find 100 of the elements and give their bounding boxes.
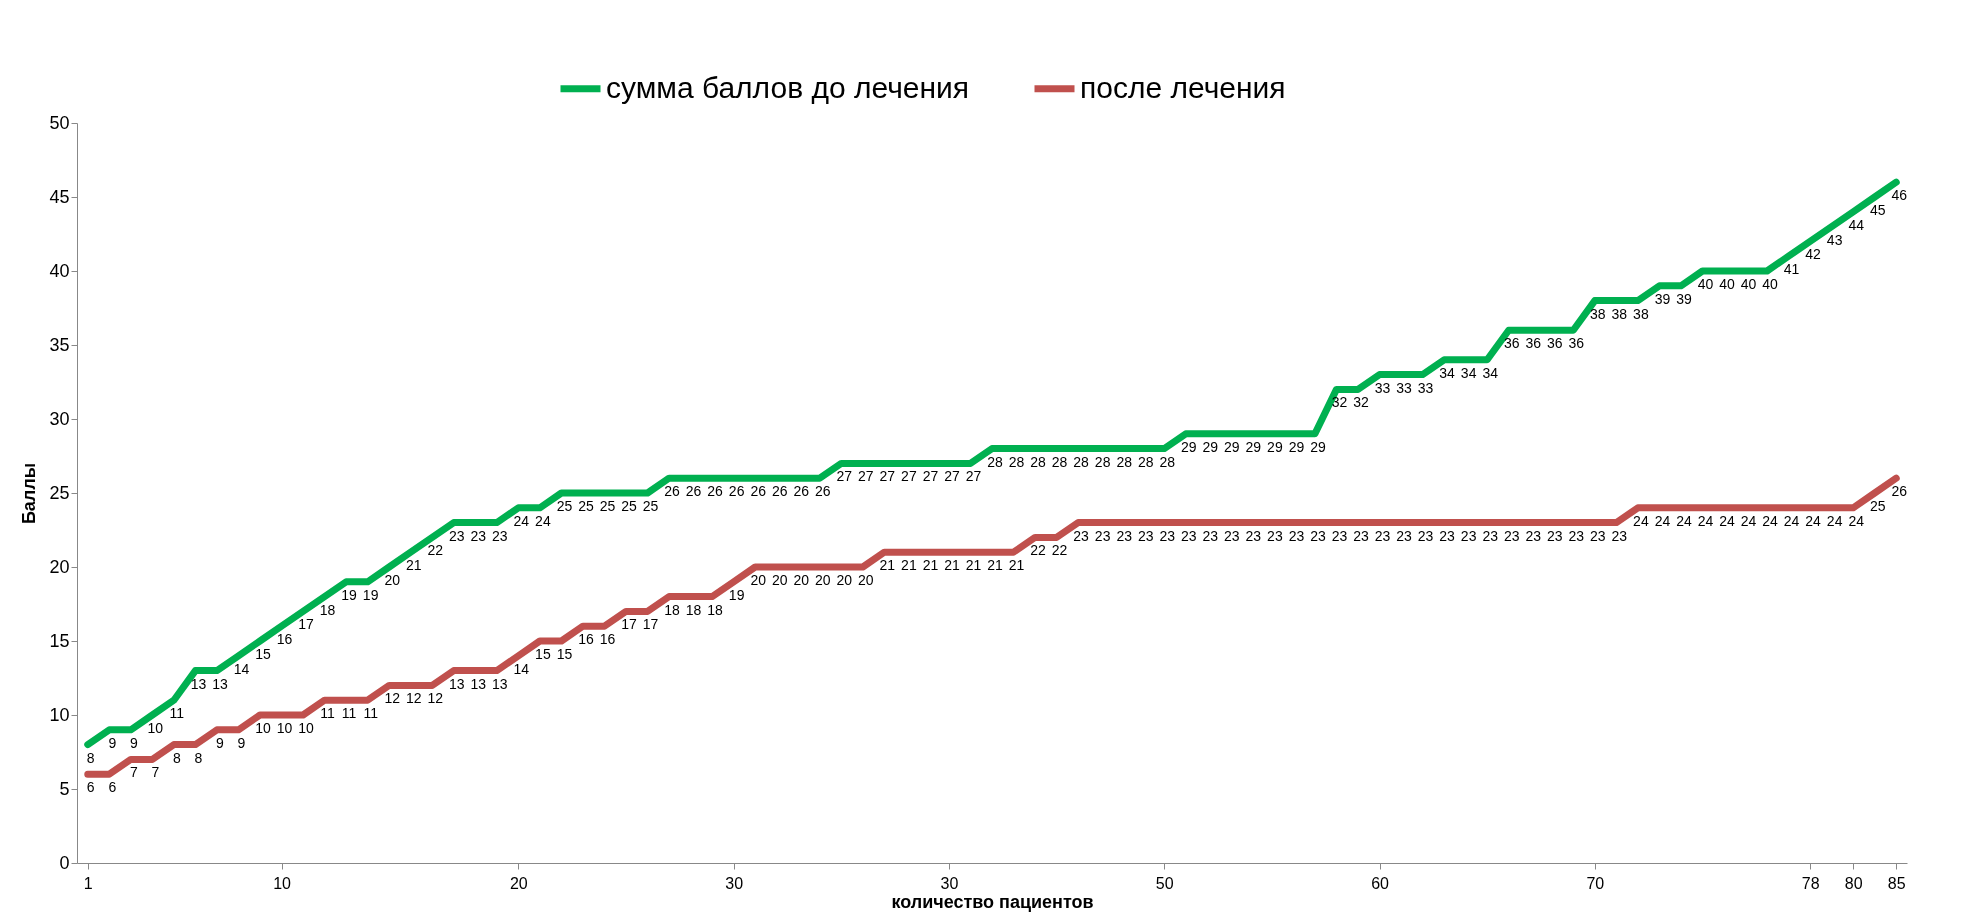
data-label: 24 — [1633, 512, 1649, 529]
data-label: 23 — [1073, 527, 1090, 544]
data-label: 13 — [190, 675, 207, 692]
data-label: 23 — [1611, 527, 1628, 544]
data-label: 18 — [319, 601, 336, 618]
data-label: 27 — [901, 468, 917, 485]
data-label: 29 — [1202, 438, 1219, 455]
data-label: 20 — [793, 572, 810, 588]
data-label: 28 — [1008, 453, 1025, 470]
data-label: 24 — [513, 512, 530, 529]
data-label: 36 — [1546, 335, 1563, 352]
data-label: 10 — [276, 720, 293, 736]
data-label: 24 — [1762, 512, 1779, 529]
data-label: 21 — [944, 557, 960, 574]
data-label: 11 — [363, 705, 379, 722]
x-tick-label: 80 — [1844, 874, 1863, 892]
data-label: 21 — [901, 557, 917, 574]
data-label: 13 — [212, 675, 228, 692]
data-label: 27 — [965, 468, 982, 485]
data-label: 8 — [86, 749, 95, 766]
data-label: 28 — [987, 453, 1003, 470]
data-label: 24 — [1676, 512, 1692, 529]
data-label: 23 — [1460, 527, 1477, 544]
data-label: 34 — [1482, 364, 1499, 381]
data-label: 23 — [1202, 527, 1219, 544]
data-label: 23 — [1568, 527, 1585, 544]
data-label: 16 — [578, 631, 594, 648]
data-label: 27 — [944, 468, 960, 485]
data-label: 29 — [1267, 438, 1283, 455]
data-label: 23 — [1331, 527, 1348, 544]
data-label: 20 — [384, 572, 401, 588]
data-label: 21 — [965, 557, 982, 574]
data-label: 28 — [1051, 453, 1068, 470]
data-label: 20 — [771, 572, 788, 588]
data-label: 38 — [1633, 305, 1649, 322]
data-label: 23 — [1224, 527, 1240, 544]
data-label: 23 — [1094, 527, 1111, 544]
data-label: 23 — [1180, 527, 1197, 544]
data-label: 21 — [405, 557, 422, 574]
data-label: 20 — [858, 572, 874, 588]
data-label: 19 — [341, 586, 358, 603]
data-label: 6 — [86, 779, 95, 796]
data-label: 27 — [858, 468, 874, 485]
data-label: 22 — [1030, 542, 1047, 559]
data-label: 20 — [836, 572, 853, 588]
data-label: 12 — [384, 690, 401, 707]
data-label: 23 — [1245, 527, 1262, 544]
data-label: 29 — [1224, 438, 1240, 455]
data-label: 38 — [1590, 305, 1606, 322]
data-label: 23 — [1590, 527, 1606, 544]
data-label: 27 — [922, 468, 939, 485]
data-label: 42 — [1805, 246, 1822, 263]
data-label: 28 — [1137, 453, 1154, 470]
data-label: 8 — [172, 749, 181, 766]
x-tick-label: 78 — [1801, 874, 1820, 892]
data-label: 36 — [1503, 335, 1520, 352]
data-label: 21 — [879, 557, 896, 574]
x-tick-label: 60 — [1371, 874, 1390, 892]
data-label: 29 — [1288, 438, 1305, 455]
y-tick-label: 40 — [49, 260, 70, 281]
x-tick-label: 1 — [83, 874, 93, 892]
data-label: 12 — [427, 690, 444, 707]
data-label: 23 — [1439, 527, 1456, 544]
data-label: 23 — [1137, 527, 1154, 544]
data-label: 28 — [1073, 453, 1090, 470]
data-label: 46 — [1891, 187, 1908, 204]
x-tick-label: 10 — [273, 874, 292, 892]
data-label: 43 — [1826, 231, 1843, 248]
data-label: 22 — [427, 542, 444, 559]
data-label: 13 — [492, 675, 508, 692]
data-label: 40 — [1762, 276, 1779, 292]
data-label: 23 — [1353, 527, 1369, 544]
data-label: 40 — [1697, 276, 1714, 292]
data-label: 36 — [1525, 335, 1542, 352]
data-label: 9 — [108, 734, 117, 751]
data-label: 41 — [1783, 261, 1800, 278]
y-tick-label: 0 — [59, 852, 70, 873]
data-label: 26 — [685, 483, 702, 500]
data-label: 23 — [1374, 527, 1391, 544]
data-label: 7 — [129, 764, 138, 781]
data-label: 33 — [1396, 379, 1413, 396]
data-label: 25 — [556, 498, 573, 514]
data-label: 23 — [1417, 527, 1434, 544]
data-label: 40 — [1740, 276, 1757, 292]
data-label: 24 — [1848, 512, 1865, 529]
data-label: 23 — [1525, 527, 1542, 544]
data-label: 17 — [298, 616, 315, 633]
data-label: 26 — [793, 483, 810, 500]
data-label: 21 — [1008, 557, 1025, 574]
data-label: 25 — [578, 498, 594, 514]
y-tick-label: 50 — [49, 112, 70, 133]
data-label: 34 — [1460, 364, 1477, 381]
data-label: 24 — [1654, 512, 1671, 529]
data-label: 10 — [147, 720, 164, 736]
data-label: 10 — [298, 720, 315, 736]
data-label: 26 — [1891, 483, 1908, 500]
data-label: 36 — [1568, 335, 1585, 352]
data-label: 23 — [1310, 527, 1326, 544]
data-label: 15 — [255, 646, 271, 662]
x-tick-label: 70 — [1586, 874, 1605, 892]
